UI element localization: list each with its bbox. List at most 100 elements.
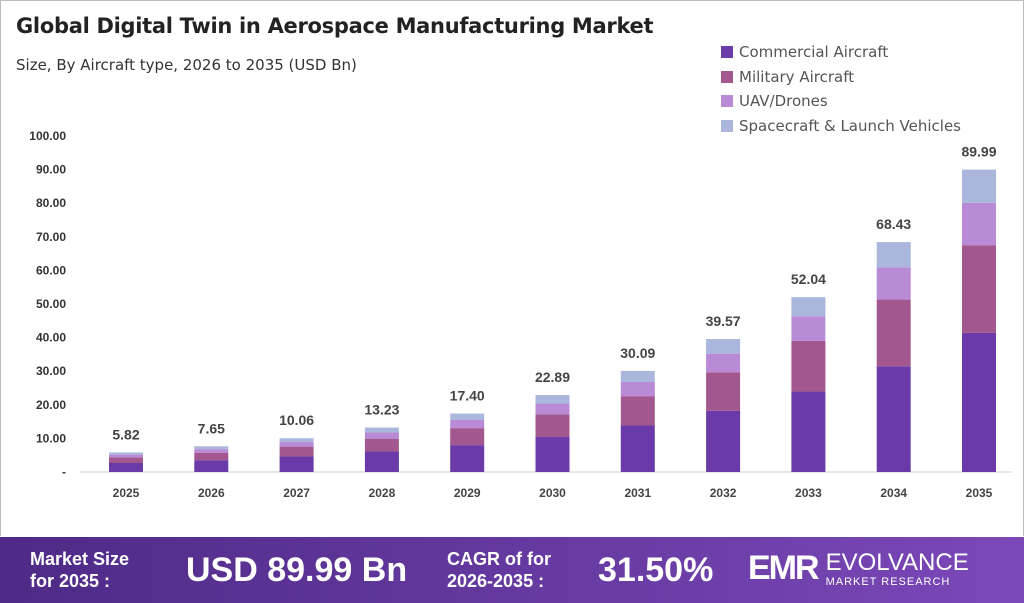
y-tick-label: 100.00 [29,129,66,143]
bar-total-label: 68.43 [876,216,911,232]
bar-total-label: 10.06 [279,412,314,428]
bar-segment [791,340,826,392]
legend-item-spacecraft: Spacecraft & Launch Vehicles [721,114,961,139]
legend-swatch [721,119,733,132]
bar-segment [535,395,570,404]
bar-segment [194,460,229,472]
bar-segment [876,242,911,268]
x-tick-label: 2032 [710,486,737,500]
x-tick-label: 2025 [113,486,140,500]
bar-segment [706,410,741,472]
bar-segment [706,372,741,411]
x-tick-label: 2033 [795,486,822,500]
bar-segment [620,370,655,383]
bar-segment [876,267,911,300]
bar-segment [109,452,143,455]
bar-segment [279,446,314,457]
bar-segment [279,438,314,442]
bar-segment [279,441,314,447]
y-tick-label: 80.00 [36,196,66,210]
y-tick-label: 60.00 [36,263,66,277]
bar-total-label: 17.40 [450,388,485,404]
chart-title: Global Digital Twin in Aerospace Manufac… [16,14,654,38]
x-tick-label: 2026 [198,486,225,500]
bar-segment [535,414,570,437]
bar-segment [364,432,399,439]
bar-segment [194,452,229,461]
bar-segment [194,449,229,453]
y-tick-label: 40.00 [36,331,66,345]
y-tick-label: 90.00 [36,163,66,177]
legend-label: Spacecraft & Launch Vehicles [739,116,961,135]
legend-item-military: Military Aircraft [721,65,961,90]
x-tick-label: 2030 [539,486,566,500]
y-tick-label: 30.00 [36,364,66,378]
bar-total-label: 30.09 [620,345,655,361]
bar-segment [364,451,399,472]
legend-item-uav: UAV/Drones [721,89,961,114]
bar-segment [535,403,570,415]
legend-item-commercial: Commercial Aircraft [721,40,961,65]
bar-segment [620,396,655,426]
bar-segment [450,419,485,429]
market-size-label: Market Size for 2035 : [30,549,130,591]
bar-segment [706,353,741,373]
x-tick-label: 2029 [454,486,481,500]
bar-total-label: 13.23 [364,402,399,418]
bar-segment [876,366,911,472]
legend: Commercial Aircraft Military Aircraft UA… [721,40,961,138]
market-size-value: USD 89.99 Bn [186,551,408,589]
cagr-label: CAGR of for 2026-2035 : [447,549,551,591]
bar-segment [791,316,826,341]
bar-segment [194,446,229,450]
bar-total-label: 22.89 [535,369,570,385]
logo-subtitle: MARKET RESEARCH [825,575,951,588]
bar-total-label: 52.04 [791,271,826,287]
bar-total-label: 89.99 [961,144,996,160]
chart-subtitle: Size, By Aircraft type, 2026 to 2035 (US… [16,56,357,74]
legend-label: Commercial Aircraft [739,43,889,62]
bar-segment [962,332,996,472]
y-tick-label: 10.00 [36,431,66,445]
legend-swatch [721,95,733,108]
bar-segment [450,413,485,420]
bar-segment [364,427,399,433]
legend-label: Military Aircraft [739,67,855,86]
bar-segment [791,391,826,472]
bar-total-label: 39.57 [706,313,741,329]
logo-name: EVOLVANCE [825,548,969,576]
x-tick-label: 2028 [369,486,396,500]
bar-total-label: 5.82 [112,426,139,442]
bar-segment [620,382,655,397]
y-tick-label: - [62,465,66,479]
y-tick-label: 20.00 [36,398,66,412]
bar-segment [279,456,314,472]
bar-segment [962,245,996,333]
bar-segment [109,462,143,472]
x-tick-label: 2035 [966,486,993,500]
bar-segment [364,438,399,452]
y-tick-label: 50.00 [36,297,66,311]
bar-segment [450,428,485,446]
bar-segment [535,436,570,472]
y-tick-label: 70.00 [36,230,66,244]
bar-total-label: 7.65 [198,420,225,436]
bar-segment [109,457,143,463]
legend-swatch [721,46,733,59]
stacked-bar-chart: - 10.00 20.00 30.00 40.00 50.00 60.00 70.00 80.0… [29,129,1012,500]
x-tick-label: 2034 [880,486,907,500]
footer-banner: Market Size for 2035 : USD 89.99 Bn CAGR … [0,537,1024,603]
bar-segment [876,299,911,367]
x-tick-label: 2027 [283,486,310,500]
bar-segment [962,169,996,203]
cagr-value: 31.50% [598,551,714,589]
x-tick-label: 2031 [624,486,651,500]
bar-segment [450,445,485,472]
bar-segment [791,297,826,317]
bar-segment [962,202,996,246]
evolvance-logo: EMR EVOLVANCE MARKET RESEARCH [748,549,969,588]
bar-segment [706,339,741,354]
legend-label: UAV/Drones [739,92,828,111]
logo-mark: EMR [748,549,820,587]
legend-swatch [721,70,733,83]
